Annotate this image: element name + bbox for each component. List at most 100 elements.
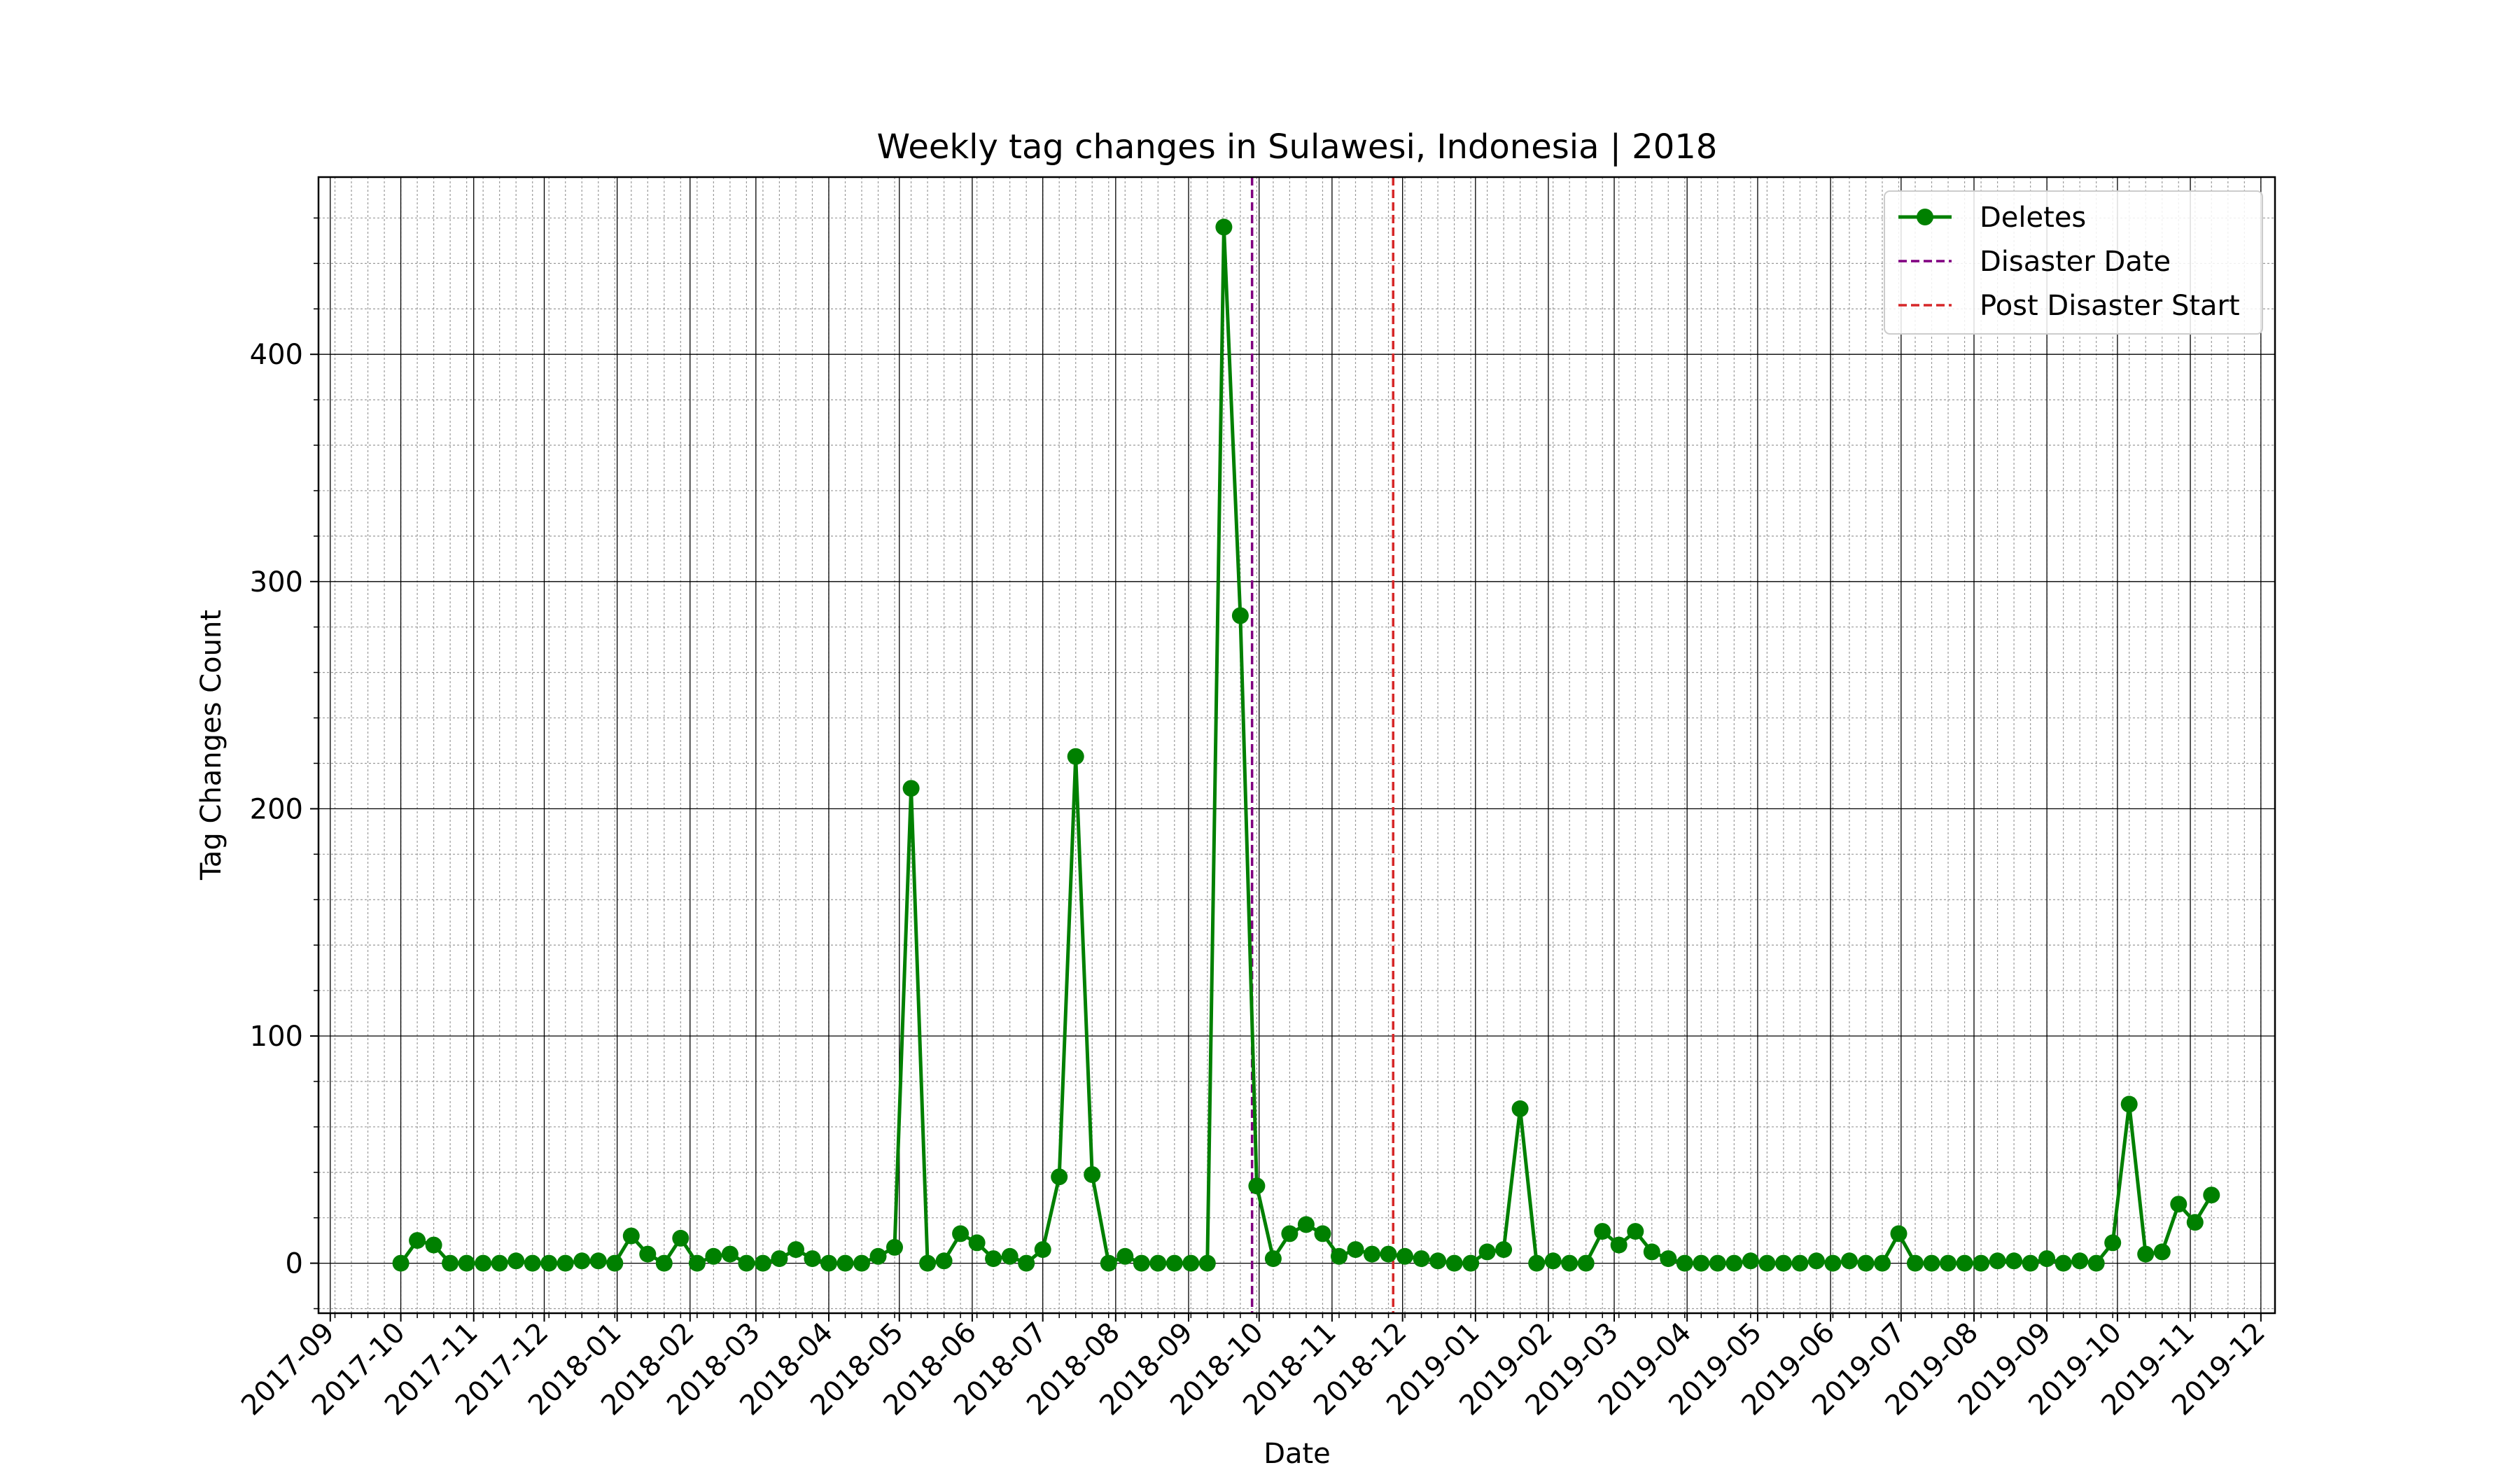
- legend-label-disaster-date: Disaster Date: [1980, 246, 2171, 278]
- data-point: [985, 1250, 1002, 1268]
- data-point: [1824, 1254, 1842, 1272]
- data-point: [409, 1232, 426, 1250]
- data-point: [1857, 1254, 1875, 1272]
- legend-marker-deletes: [1917, 209, 1933, 225]
- data-point: [1347, 1241, 1364, 1259]
- data-point: [1182, 1254, 1200, 1272]
- data-point: [1511, 1100, 1529, 1117]
- legend-label-post-disaster-start: Post Disaster Start: [1980, 290, 2240, 322]
- data-point: [688, 1254, 706, 1272]
- data-point: [1215, 218, 1233, 236]
- data-point: [1067, 748, 1084, 765]
- x-axis-label: Date: [1264, 1438, 1331, 1470]
- data-point: [1874, 1254, 1891, 1272]
- data-point: [672, 1229, 690, 1247]
- data-point: [1693, 1254, 1710, 1272]
- data-point: [1610, 1236, 1628, 1254]
- data-point: [1726, 1254, 1743, 1272]
- data-point: [1084, 1166, 1101, 1183]
- data-point: [1643, 1243, 1660, 1261]
- y-ticks: 0 100 200 300 400: [250, 217, 318, 1310]
- data-point: [1890, 1225, 1907, 1242]
- data-point: [1281, 1225, 1298, 1242]
- y-tick-label: 200: [250, 793, 303, 825]
- data-point: [2120, 1096, 2138, 1113]
- data-point: [1396, 1247, 1413, 1265]
- data-point: [1774, 1254, 1792, 1272]
- data-point: [919, 1254, 937, 1272]
- data-point: [804, 1250, 821, 1268]
- data-point: [1594, 1223, 1611, 1240]
- plot-frame: [317, 176, 2276, 1315]
- data-point: [1807, 1252, 1825, 1270]
- data-point: [1709, 1254, 1726, 1272]
- data-point: [1297, 1216, 1315, 1233]
- y-tick-label: 100: [250, 1021, 303, 1053]
- data-point: [1051, 1168, 1068, 1186]
- data-point: [1940, 1254, 1956, 1272]
- data-point: [507, 1252, 525, 1270]
- data-point: [1973, 1254, 1990, 1272]
- data-point: [1314, 1225, 1331, 1242]
- data-point: [788, 1241, 804, 1259]
- legend-box: [1884, 190, 2263, 335]
- data-point: [1478, 1243, 1496, 1261]
- data-point: [2022, 1254, 2039, 1272]
- y-tick-label: 0: [286, 1248, 303, 1280]
- data-point: [1264, 1250, 1282, 1268]
- data-point: [1660, 1250, 1677, 1268]
- data-point: [1446, 1254, 1463, 1272]
- data-point: [2104, 1234, 2122, 1252]
- data-point: [392, 1254, 410, 1272]
- series-deletes: [392, 218, 2220, 1272]
- data-point: [1758, 1254, 1776, 1272]
- data-point: [606, 1254, 624, 1272]
- data-point: [2203, 1186, 2220, 1204]
- data-point: [738, 1254, 755, 1272]
- data-point: [1034, 1241, 1051, 1259]
- data-point: [1462, 1254, 1480, 1272]
- data-point: [1380, 1245, 1397, 1263]
- data-point: [1116, 1247, 1134, 1265]
- data-point: [1248, 1177, 1266, 1195]
- data-point: [1018, 1254, 1035, 1272]
- data-point: [2137, 1245, 2155, 1263]
- y-tick-label: 300: [250, 566, 303, 598]
- data-point: [721, 1245, 738, 1263]
- chart-title: Weekly tag changes in Sulawesi, Indonesi…: [877, 127, 1718, 167]
- data-point: [1133, 1254, 1150, 1272]
- data-point: [1923, 1254, 1940, 1272]
- data-point: [655, 1254, 673, 1272]
- data-point: [754, 1254, 771, 1272]
- data-point: [442, 1254, 459, 1272]
- data-point: [1956, 1254, 1973, 1272]
- data-point: [2087, 1254, 2105, 1272]
- data-point: [2153, 1243, 2171, 1261]
- data-point: [2005, 1252, 2023, 1270]
- data-point: [1791, 1254, 1809, 1272]
- data-point: [1166, 1254, 1183, 1272]
- data-point: [869, 1247, 887, 1265]
- data-point: [639, 1245, 657, 1263]
- data-point: [2186, 1214, 2204, 1231]
- data-point: [1841, 1252, 1858, 1270]
- data-point: [458, 1254, 475, 1272]
- reference-lines: [1250, 177, 1394, 1313]
- data-point: [1331, 1247, 1348, 1265]
- data-point: [1001, 1247, 1018, 1265]
- data-point: [2038, 1250, 2056, 1268]
- legend-label-deletes: Deletes: [1980, 202, 2086, 234]
- data-point: [2054, 1254, 2072, 1272]
- data-point: [1149, 1254, 1167, 1272]
- data-point: [1742, 1252, 1759, 1270]
- data-point: [705, 1247, 722, 1265]
- major-grid: [318, 177, 2275, 1313]
- data-point: [573, 1252, 591, 1270]
- data-point: [820, 1254, 837, 1272]
- data-point: [1413, 1250, 1430, 1268]
- data-point: [1561, 1254, 1578, 1272]
- data-point: [556, 1254, 574, 1272]
- legend: Deletes Disaster Date Post Disaster Star…: [1884, 190, 2263, 335]
- data-point: [853, 1254, 870, 1272]
